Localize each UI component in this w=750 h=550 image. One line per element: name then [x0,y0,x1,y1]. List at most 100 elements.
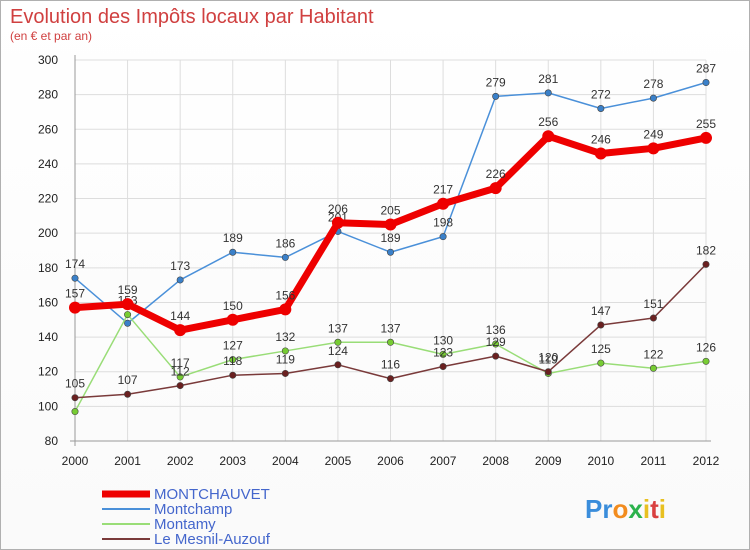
y-tick-label: 280 [38,88,58,102]
data-point [384,218,397,231]
data-label: 246 [591,133,611,147]
x-tick-label: 2008 [482,454,509,468]
data-point [649,94,657,102]
data-label: 159 [118,283,138,297]
chart-title: Evolution des Impôts locaux par Habitant [10,6,374,28]
x-tick-label: 2005 [325,454,352,468]
data-label: 122 [643,347,663,361]
data-point [649,314,657,322]
y-tick-label: 240 [38,157,58,171]
data-point [71,394,79,402]
y-tick-label: 100 [38,399,58,413]
x-tick-label: 2002 [167,454,194,468]
series-montamy: 153117127132137137130136119125122126 [71,294,716,416]
data-label: 206 [328,202,348,216]
data-point [176,373,184,381]
logo-letter: i [643,494,650,524]
logo-letter: P [585,494,602,524]
data-point [439,233,447,241]
data-label: 182 [696,243,716,257]
data-point [597,321,605,329]
data-label: 186 [275,236,295,250]
data-point [279,303,292,316]
data-point [702,260,710,268]
data-label: 189 [223,231,243,245]
y-tick-label: 200 [38,226,58,240]
data-point [544,368,552,376]
data-label: 119 [539,352,558,366]
data-label: 249 [643,127,663,141]
data-point [386,375,394,383]
data-label: 256 [538,115,558,129]
data-label: 150 [223,299,243,313]
data-point [439,350,447,358]
data-label: 151 [643,297,663,311]
data-label: 144 [170,309,190,323]
logo-text: Proxiti [585,494,666,524]
data-label: 281 [538,72,558,86]
logo-letter: t [650,494,659,524]
data-point [386,338,394,346]
data-point [124,311,132,319]
data-point [702,357,710,365]
data-label: 147 [591,304,611,318]
data-point [594,147,607,160]
data-label: 174 [65,257,85,271]
data-label: 156 [275,288,295,302]
y-tick-label: 180 [38,261,58,275]
data-point [489,182,502,195]
data-point [176,276,184,284]
data-label: 198 [433,216,453,230]
x-tick-label: 2006 [377,454,404,468]
data-point [649,364,657,372]
logo-letter: o [612,494,628,524]
data-label: 287 [696,62,716,76]
y-tick-label: 140 [38,330,58,344]
data-label: 226 [486,167,506,181]
logo-letter: x [628,494,643,524]
data-point [702,79,710,87]
legend-label: MONTCHAUVET [154,486,270,503]
data-label: 119 [276,352,295,366]
series-montchauvet: 157 159 144 150 156 206 205 217 226 256 246 249 255 [65,115,716,337]
data-label: 157 [65,287,85,301]
data-point [544,89,552,97]
legend-label: Le Mesnil-Auzouf [154,531,271,548]
data-label: 117 [171,356,190,370]
data-label: 132 [275,330,295,344]
data-label: 130 [433,333,453,347]
data-point [331,216,344,229]
data-label: 136 [486,323,506,337]
data-point [281,253,289,261]
data-label: 129 [486,335,506,349]
series-montchamp: 174173189186201189198279281272278287 [65,62,716,327]
x-tick-label: 2003 [219,454,246,468]
data-point [124,319,132,327]
y-tick-label: 260 [38,122,58,136]
data-point [334,361,342,369]
chart-subtitle: (en € et par an) [10,29,92,43]
data-label: 255 [696,117,716,131]
x-tick-label: 2007 [430,454,457,468]
data-point [492,352,500,360]
data-label: 137 [328,321,348,335]
data-label: 189 [380,231,400,245]
series-layer: 1741731891862011891982792812722782871531… [65,62,716,416]
data-label: 205 [380,204,400,218]
data-point [492,92,500,100]
data-point [69,301,81,314]
data-label: 124 [328,344,348,358]
data-point [597,359,605,367]
data-point [124,390,132,398]
data-point [71,408,79,416]
y-tick-label: 300 [38,53,58,67]
data-point [121,298,134,311]
axes: 80 100 120 140 160 180 200 220 240 260 280 300 2000 2… [38,53,720,468]
x-tick-label: 2009 [535,454,562,468]
data-label: 278 [643,77,663,91]
data-point [229,371,237,379]
data-label: 217 [433,183,453,197]
y-tick-label: 160 [38,295,58,309]
